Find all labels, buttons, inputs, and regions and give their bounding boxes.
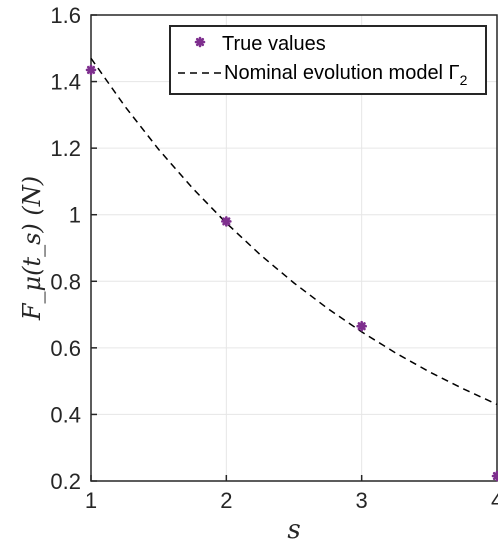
y-axis-label: F_μ(t_s) (N)	[18, 176, 46, 321]
y-tick-label: 0.8	[50, 269, 81, 294]
y-tick-label: 0.4	[50, 402, 81, 427]
true-values-points	[85, 64, 498, 482]
y-tick-label: 1.2	[50, 136, 81, 161]
axes-box	[90, 14, 498, 482]
y-tick-label: 1.6	[50, 3, 81, 28]
true-value-point	[356, 320, 367, 332]
legend-model-label-text: Nominal evolution model Γ	[224, 62, 460, 84]
legend-box	[169, 25, 487, 95]
ticks: 1 2 3 4 0.2 0.4 0.6 0.8 1 1.2 1.4 1.6	[50, 3, 498, 513]
x-tick-label: 4	[491, 488, 498, 513]
x-tick-label: 3	[356, 488, 368, 513]
legend-star	[194, 36, 206, 48]
true-value-point	[85, 64, 97, 76]
nominal-model-line	[90, 57, 498, 406]
y-tick-label: 1	[69, 203, 81, 228]
y-tick-label: 0.6	[50, 336, 81, 361]
true-value-point	[491, 470, 498, 482]
x-axis-label: s	[287, 515, 300, 543]
y-tick-label: 0.2	[50, 469, 81, 494]
true-value-point	[221, 216, 232, 227]
y-tick-label: 1.4	[50, 70, 81, 95]
legend: True values Nominal evolution model Γ2	[169, 25, 487, 95]
x-tick-label: 2	[220, 488, 232, 513]
y-axis-label-group: F_μ(t_s) (N)	[18, 176, 46, 321]
legend-model-label: Nominal evolution model Γ2	[224, 62, 468, 88]
legend-model-label-subscript: 2	[460, 72, 468, 88]
legend-true-values-marker	[194, 36, 206, 48]
legend-true-values-label: True values	[222, 33, 326, 55]
x-tick-label: 1	[85, 488, 97, 513]
